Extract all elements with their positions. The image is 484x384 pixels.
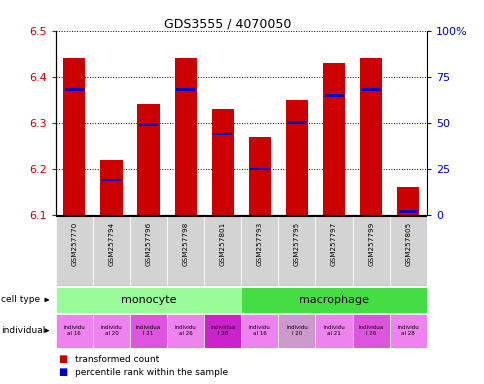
- Bar: [324, 94, 343, 97]
- Text: individu
al 28: individu al 28: [396, 325, 418, 336]
- Bar: [248, 137, 271, 215]
- Text: GSM257805: GSM257805: [405, 222, 410, 266]
- Bar: [287, 121, 306, 124]
- Bar: [137, 104, 159, 215]
- Bar: [204, 314, 241, 348]
- Bar: [389, 216, 426, 286]
- Text: individu
al 16: individu al 16: [63, 325, 85, 336]
- Bar: [241, 216, 278, 286]
- Text: individu
al 26: individu al 26: [174, 325, 196, 336]
- Bar: [241, 314, 278, 348]
- Bar: [174, 58, 197, 215]
- Text: GSM257798: GSM257798: [182, 222, 188, 266]
- Text: GSM257796: GSM257796: [145, 222, 151, 266]
- Bar: [65, 88, 84, 91]
- Text: individu
l 20: individu l 20: [286, 325, 307, 336]
- Bar: [278, 216, 315, 286]
- Bar: [396, 187, 419, 215]
- Text: cell type: cell type: [1, 295, 40, 305]
- Text: GSM257799: GSM257799: [367, 222, 373, 266]
- Bar: [389, 314, 426, 348]
- Text: GSM257795: GSM257795: [293, 222, 299, 266]
- Bar: [102, 179, 121, 181]
- Text: GSM257770: GSM257770: [71, 222, 77, 266]
- Bar: [130, 314, 166, 348]
- Bar: [56, 287, 241, 313]
- Bar: [56, 314, 93, 348]
- Bar: [93, 216, 130, 286]
- Text: individu
al 21: individu al 21: [322, 325, 344, 336]
- Text: macrophage: macrophage: [299, 295, 368, 305]
- Text: GSM257793: GSM257793: [257, 222, 262, 266]
- Bar: [176, 88, 195, 91]
- Bar: [285, 100, 307, 215]
- Bar: [278, 314, 315, 348]
- Bar: [352, 216, 389, 286]
- Text: individu
al 20: individu al 20: [100, 325, 122, 336]
- Text: GSM257801: GSM257801: [219, 222, 225, 266]
- Bar: [63, 58, 85, 215]
- Bar: [166, 216, 204, 286]
- Bar: [352, 314, 389, 348]
- Bar: [213, 132, 232, 135]
- Bar: [361, 88, 380, 91]
- Bar: [359, 58, 381, 215]
- Text: monocyte: monocyte: [121, 295, 176, 305]
- Bar: [398, 210, 417, 213]
- Text: individu
al 16: individu al 16: [248, 325, 270, 336]
- Bar: [139, 123, 158, 126]
- Text: ■: ■: [58, 354, 67, 364]
- Text: GDS3555 / 4070050: GDS3555 / 4070050: [164, 17, 291, 30]
- Bar: [315, 314, 352, 348]
- Text: individua
l 26: individua l 26: [358, 325, 383, 336]
- Bar: [130, 216, 166, 286]
- Bar: [315, 216, 352, 286]
- Bar: [56, 216, 93, 286]
- Text: ■: ■: [58, 367, 67, 377]
- Text: individual: individual: [1, 326, 45, 335]
- Bar: [241, 287, 426, 313]
- Text: percentile rank within the sample: percentile rank within the sample: [75, 368, 228, 377]
- Text: individua
l 21: individua l 21: [136, 325, 161, 336]
- Text: individua
l 28: individua l 28: [210, 325, 235, 336]
- Text: transformed count: transformed count: [75, 354, 159, 364]
- Bar: [100, 160, 122, 215]
- Bar: [250, 167, 269, 170]
- Bar: [204, 216, 241, 286]
- Bar: [322, 63, 345, 215]
- Text: GSM257797: GSM257797: [331, 222, 336, 266]
- Bar: [166, 314, 204, 348]
- Text: GSM257794: GSM257794: [108, 222, 114, 266]
- Bar: [93, 314, 130, 348]
- Bar: [211, 109, 233, 215]
